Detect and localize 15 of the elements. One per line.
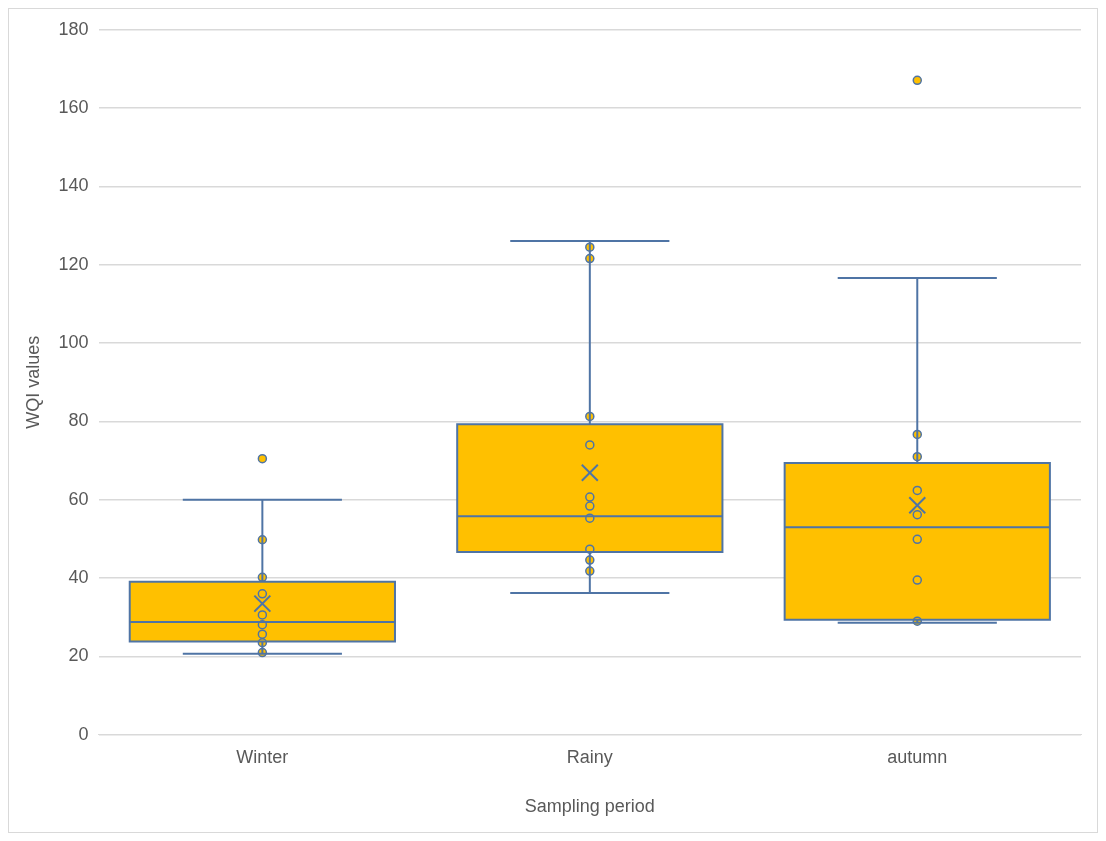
y-tick-label: 0 [78, 723, 89, 744]
y-tick-label: 120 [58, 253, 89, 274]
y-tick-label: 160 [58, 97, 89, 118]
y-tick-label: 40 [68, 567, 89, 588]
y-tick-label: 180 [58, 18, 89, 39]
x-tick-label: Winter [236, 746, 289, 767]
x-tick-label: autumn [887, 746, 948, 767]
y-tick-label: 100 [58, 332, 89, 353]
y-tick-label: 60 [68, 488, 89, 509]
y-tick-label: 80 [68, 410, 89, 431]
y-axis-title: WQI values [22, 335, 43, 429]
x-axis-title: Sampling period [524, 796, 655, 817]
y-tick-label: 20 [68, 645, 89, 666]
y-tick-label: 140 [58, 175, 89, 196]
x-tick-label: Rainy [566, 746, 613, 767]
